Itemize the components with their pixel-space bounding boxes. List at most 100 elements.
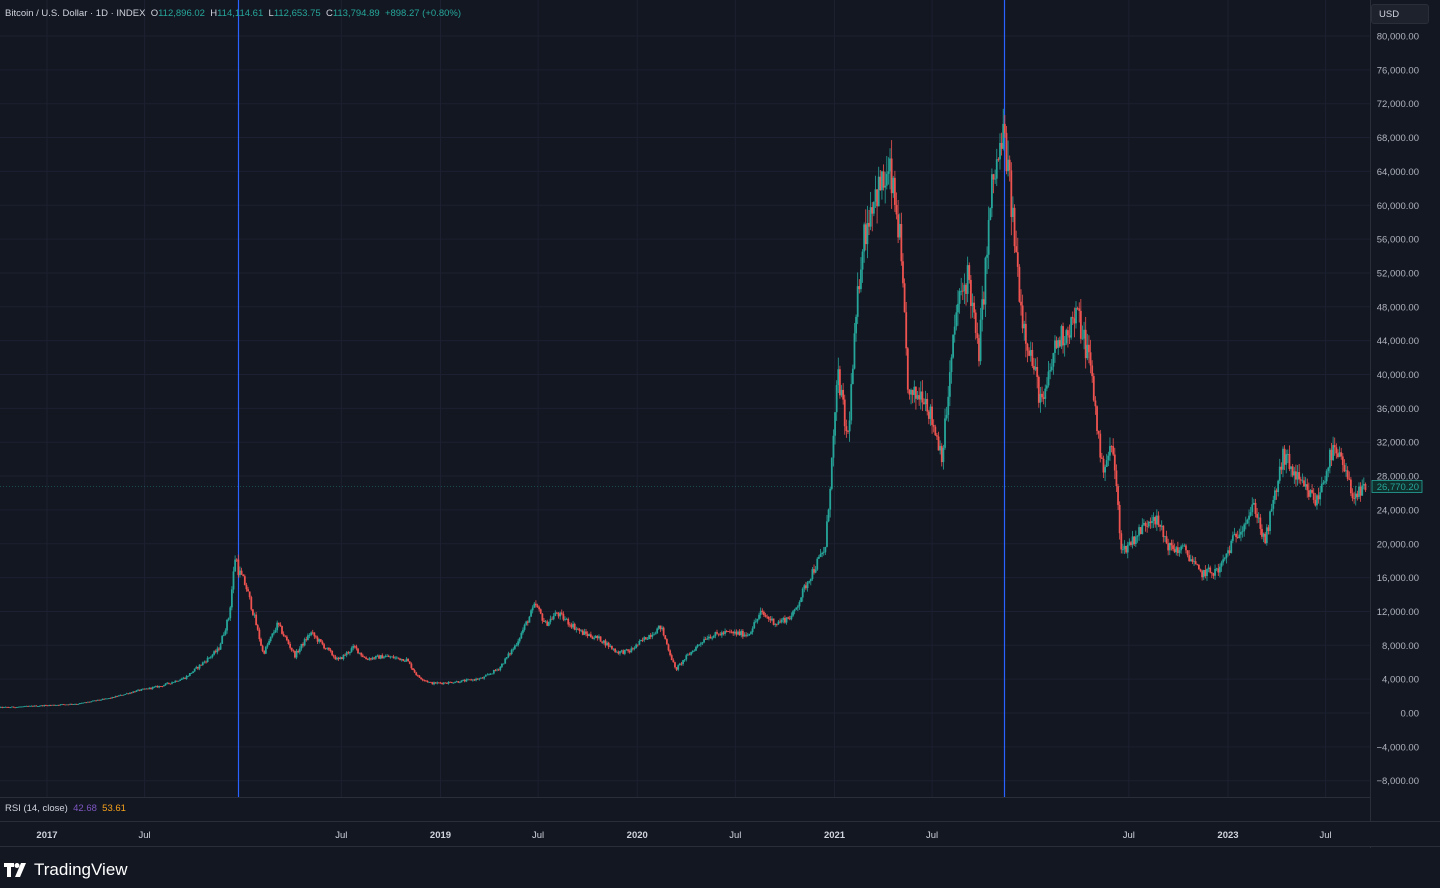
candle-body <box>481 677 484 679</box>
candle-body <box>585 631 587 634</box>
candle-body <box>598 636 600 639</box>
candle-body <box>192 671 194 674</box>
price-tick-label: −4,000.00 <box>1376 742 1419 753</box>
candle-body <box>902 261 904 284</box>
candle-body <box>1346 470 1349 479</box>
candle-body <box>230 589 233 608</box>
candle-body <box>1117 486 1119 505</box>
candle-body <box>1176 547 1179 553</box>
candle-body <box>1160 525 1163 527</box>
candle-body <box>754 621 757 623</box>
candle-body <box>285 636 288 641</box>
candle-body <box>1275 490 1278 492</box>
time-tick-label: Jul <box>1123 830 1135 841</box>
candle-body <box>193 668 196 672</box>
candle-body <box>1231 535 1234 541</box>
currency-button[interactable]: USD <box>1371 4 1429 24</box>
time-scale-band[interactable] <box>0 822 1440 847</box>
candle-body <box>1251 504 1254 513</box>
candle-body <box>1243 524 1246 532</box>
candle-body <box>240 570 243 575</box>
candle-body <box>53 704 55 706</box>
candle-body <box>609 645 612 647</box>
candle-body <box>1306 484 1309 491</box>
candle-body <box>1215 568 1218 570</box>
candle-body <box>674 662 676 668</box>
price-tick-label: 48,000.00 <box>1377 302 1419 313</box>
candle-body <box>1361 485 1364 496</box>
candle-body <box>1146 526 1149 527</box>
candle-body <box>984 257 987 305</box>
candle-body <box>530 610 532 617</box>
candle-body <box>994 178 997 180</box>
candle-body <box>672 660 675 663</box>
candle-body <box>1088 344 1090 353</box>
candle-body <box>1018 266 1021 302</box>
candle-body <box>1154 517 1157 525</box>
candle-body <box>677 665 680 670</box>
candle-body <box>908 389 911 395</box>
candle-body <box>329 649 332 651</box>
candle-body <box>1097 430 1100 434</box>
candle-body <box>1139 527 1142 535</box>
candle-body <box>72 704 75 705</box>
candle-body <box>976 332 979 339</box>
symbol-title[interactable]: Bitcoin / U.S. Dollar · 1D · INDEX <box>5 8 146 19</box>
candle-body <box>146 688 149 690</box>
candle-body <box>279 624 282 627</box>
price-tick-label: 64,000.00 <box>1377 167 1419 178</box>
candle-body <box>1241 531 1244 533</box>
candle-body <box>604 640 607 646</box>
candle-body <box>1136 535 1139 537</box>
candle-body <box>738 631 741 636</box>
candle-body <box>758 614 760 619</box>
candle-body <box>61 704 63 706</box>
candle-body <box>916 395 919 399</box>
candle-body <box>1290 466 1292 470</box>
candle-body <box>1296 472 1299 480</box>
candle-body <box>887 171 890 174</box>
candle-body <box>428 681 431 683</box>
candle-body <box>290 647 293 651</box>
candle-body <box>1191 559 1194 562</box>
candle-body <box>1060 326 1063 347</box>
candle-body <box>1057 340 1060 348</box>
candle-body <box>1270 508 1273 512</box>
candle-body <box>177 680 180 682</box>
candle-body <box>75 704 78 705</box>
candle-body <box>808 581 811 583</box>
candle-body <box>712 635 715 638</box>
candle-body <box>1084 329 1087 359</box>
candle-body <box>937 436 940 451</box>
candle-body <box>1086 344 1089 359</box>
rsi-legend[interactable]: RSI (14, close) 42.68 53.61 <box>5 803 126 814</box>
candle-body <box>87 701 89 703</box>
candle-body <box>978 338 980 362</box>
candle-body <box>803 585 806 589</box>
candle-body <box>19 706 21 708</box>
candle-body <box>934 426 937 436</box>
candle-body <box>425 680 427 682</box>
candle-body <box>88 701 91 703</box>
candle-body <box>281 626 283 634</box>
candle-body <box>1303 480 1305 487</box>
candle-body <box>1157 515 1160 526</box>
candle-body <box>606 642 608 646</box>
candle-body <box>161 686 164 687</box>
candle-body <box>699 643 702 645</box>
candle-body <box>303 639 306 646</box>
candle-body <box>932 424 935 427</box>
candle-body <box>218 648 220 650</box>
candle-body <box>1175 547 1178 553</box>
tradingview-logo[interactable]: TradingView <box>4 858 128 882</box>
candle-body <box>709 636 712 639</box>
candle-body <box>232 571 235 590</box>
candle-body <box>1159 525 1161 527</box>
candle-body <box>809 579 812 582</box>
candle-body <box>28 705 31 707</box>
candle-body <box>239 570 241 576</box>
candle-body <box>1273 490 1276 500</box>
candle-body <box>376 655 379 657</box>
candle-body <box>462 680 465 681</box>
